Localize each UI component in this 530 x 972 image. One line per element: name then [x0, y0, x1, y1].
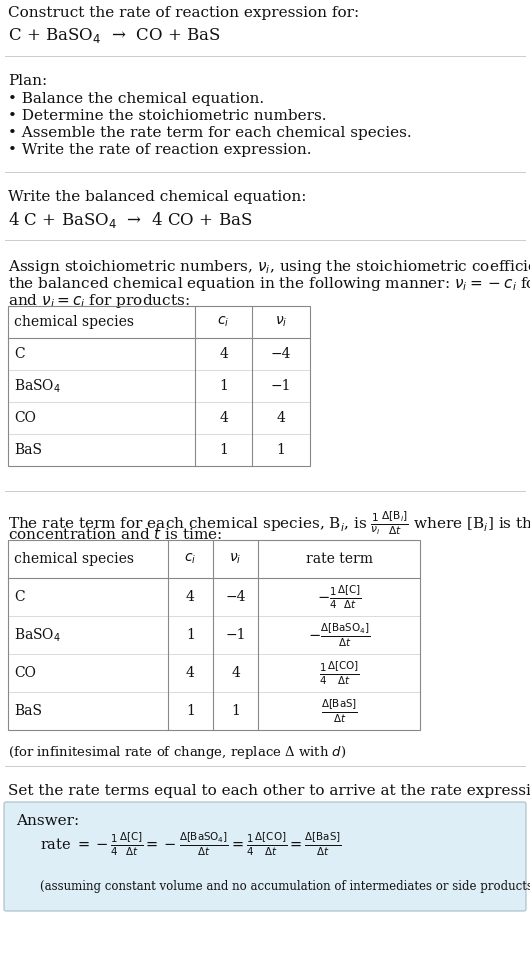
Text: 1: 1: [231, 704, 240, 718]
Text: −1: −1: [271, 379, 292, 393]
Text: (for infinitesimal rate of change, replace Δ with $d$): (for infinitesimal rate of change, repla…: [8, 744, 347, 761]
Text: Set the rate terms equal to each other to arrive at the rate expression:: Set the rate terms equal to each other t…: [8, 784, 530, 798]
Text: $-\frac{1}{4}\frac{\Delta[\mathrm{C}]}{\Delta t}$: $-\frac{1}{4}\frac{\Delta[\mathrm{C}]}{\…: [316, 583, 361, 610]
Text: Construct the rate of reaction expression for:: Construct the rate of reaction expressio…: [8, 6, 359, 20]
Text: rate term: rate term: [305, 552, 373, 566]
Text: −1: −1: [225, 628, 246, 642]
Text: CO: CO: [14, 666, 36, 680]
Bar: [8, 306, 310, 466]
Text: and $\nu_i = c_i$ for products:: and $\nu_i = c_i$ for products:: [8, 292, 190, 310]
Text: $-\frac{\Delta[\mathrm{BaSO_4}]}{\Delta t}$: $-\frac{\Delta[\mathrm{BaSO_4}]}{\Delta …: [308, 621, 370, 648]
Text: 1: 1: [219, 443, 228, 457]
Text: The rate term for each chemical species, B$_i$, is $\frac{1}{\nu_i}\frac{\Delta[: The rate term for each chemical species,…: [8, 509, 530, 537]
Bar: [8, 540, 420, 730]
Text: chemical species: chemical species: [14, 552, 134, 566]
Text: C: C: [14, 347, 24, 361]
Text: the balanced chemical equation in the following manner: $\nu_i = -c_i$ for react: the balanced chemical equation in the fo…: [8, 275, 530, 293]
Text: BaS: BaS: [14, 704, 42, 718]
Text: BaSO$_4$: BaSO$_4$: [14, 626, 61, 643]
Text: • Write the rate of reaction expression.: • Write the rate of reaction expression.: [8, 143, 312, 157]
Text: chemical species: chemical species: [14, 315, 134, 329]
Text: 4: 4: [219, 347, 228, 361]
Text: 1: 1: [277, 443, 286, 457]
Text: $\nu_i$: $\nu_i$: [229, 552, 242, 567]
Text: C + BaSO$_4$  →  CO + BaS: C + BaSO$_4$ → CO + BaS: [8, 26, 220, 45]
Text: 1: 1: [219, 379, 228, 393]
Text: $\nu_i$: $\nu_i$: [275, 315, 287, 330]
Text: CO: CO: [14, 411, 36, 425]
Text: rate $= -\frac{1}{4}\frac{\Delta[\mathrm{C}]}{\Delta t} = -\frac{\Delta[\mathrm{: rate $= -\frac{1}{4}\frac{\Delta[\mathrm…: [40, 830, 342, 857]
Text: Write the balanced chemical equation:: Write the balanced chemical equation:: [8, 190, 306, 204]
Text: BaS: BaS: [14, 443, 42, 457]
Text: $\frac{1}{4}\frac{\Delta[\mathrm{CO}]}{\Delta t}$: $\frac{1}{4}\frac{\Delta[\mathrm{CO}]}{\…: [319, 659, 359, 687]
Text: BaSO$_4$: BaSO$_4$: [14, 377, 61, 395]
Text: • Balance the chemical equation.: • Balance the chemical equation.: [8, 92, 264, 106]
Text: • Assemble the rate term for each chemical species.: • Assemble the rate term for each chemic…: [8, 126, 412, 140]
Text: Plan:: Plan:: [8, 74, 47, 88]
Text: −4: −4: [225, 590, 246, 604]
Text: $\frac{\Delta[\mathrm{BaS}]}{\Delta t}$: $\frac{\Delta[\mathrm{BaS}]}{\Delta t}$: [321, 697, 357, 725]
Text: • Determine the stoichiometric numbers.: • Determine the stoichiometric numbers.: [8, 109, 326, 123]
Text: Answer:: Answer:: [16, 814, 80, 828]
Text: 4: 4: [186, 666, 195, 680]
Text: (assuming constant volume and no accumulation of intermediates or side products): (assuming constant volume and no accumul…: [40, 880, 530, 892]
Text: 4: 4: [231, 666, 240, 680]
Text: 4: 4: [277, 411, 286, 425]
Text: C: C: [14, 590, 24, 604]
Text: 1: 1: [186, 704, 195, 718]
Text: 4 C + BaSO$_4$  →  4 CO + BaS: 4 C + BaSO$_4$ → 4 CO + BaS: [8, 210, 252, 230]
Text: $c_i$: $c_i$: [184, 552, 197, 567]
Text: 1: 1: [186, 628, 195, 642]
Text: concentration and $t$ is time:: concentration and $t$ is time:: [8, 526, 222, 542]
Text: −4: −4: [271, 347, 292, 361]
Text: Assign stoichiometric numbers, $\nu_i$, using the stoichiometric coefficients, $: Assign stoichiometric numbers, $\nu_i$, …: [8, 258, 530, 276]
FancyBboxPatch shape: [4, 802, 526, 911]
Text: 4: 4: [219, 411, 228, 425]
Text: 4: 4: [186, 590, 195, 604]
Text: $c_i$: $c_i$: [217, 315, 229, 330]
